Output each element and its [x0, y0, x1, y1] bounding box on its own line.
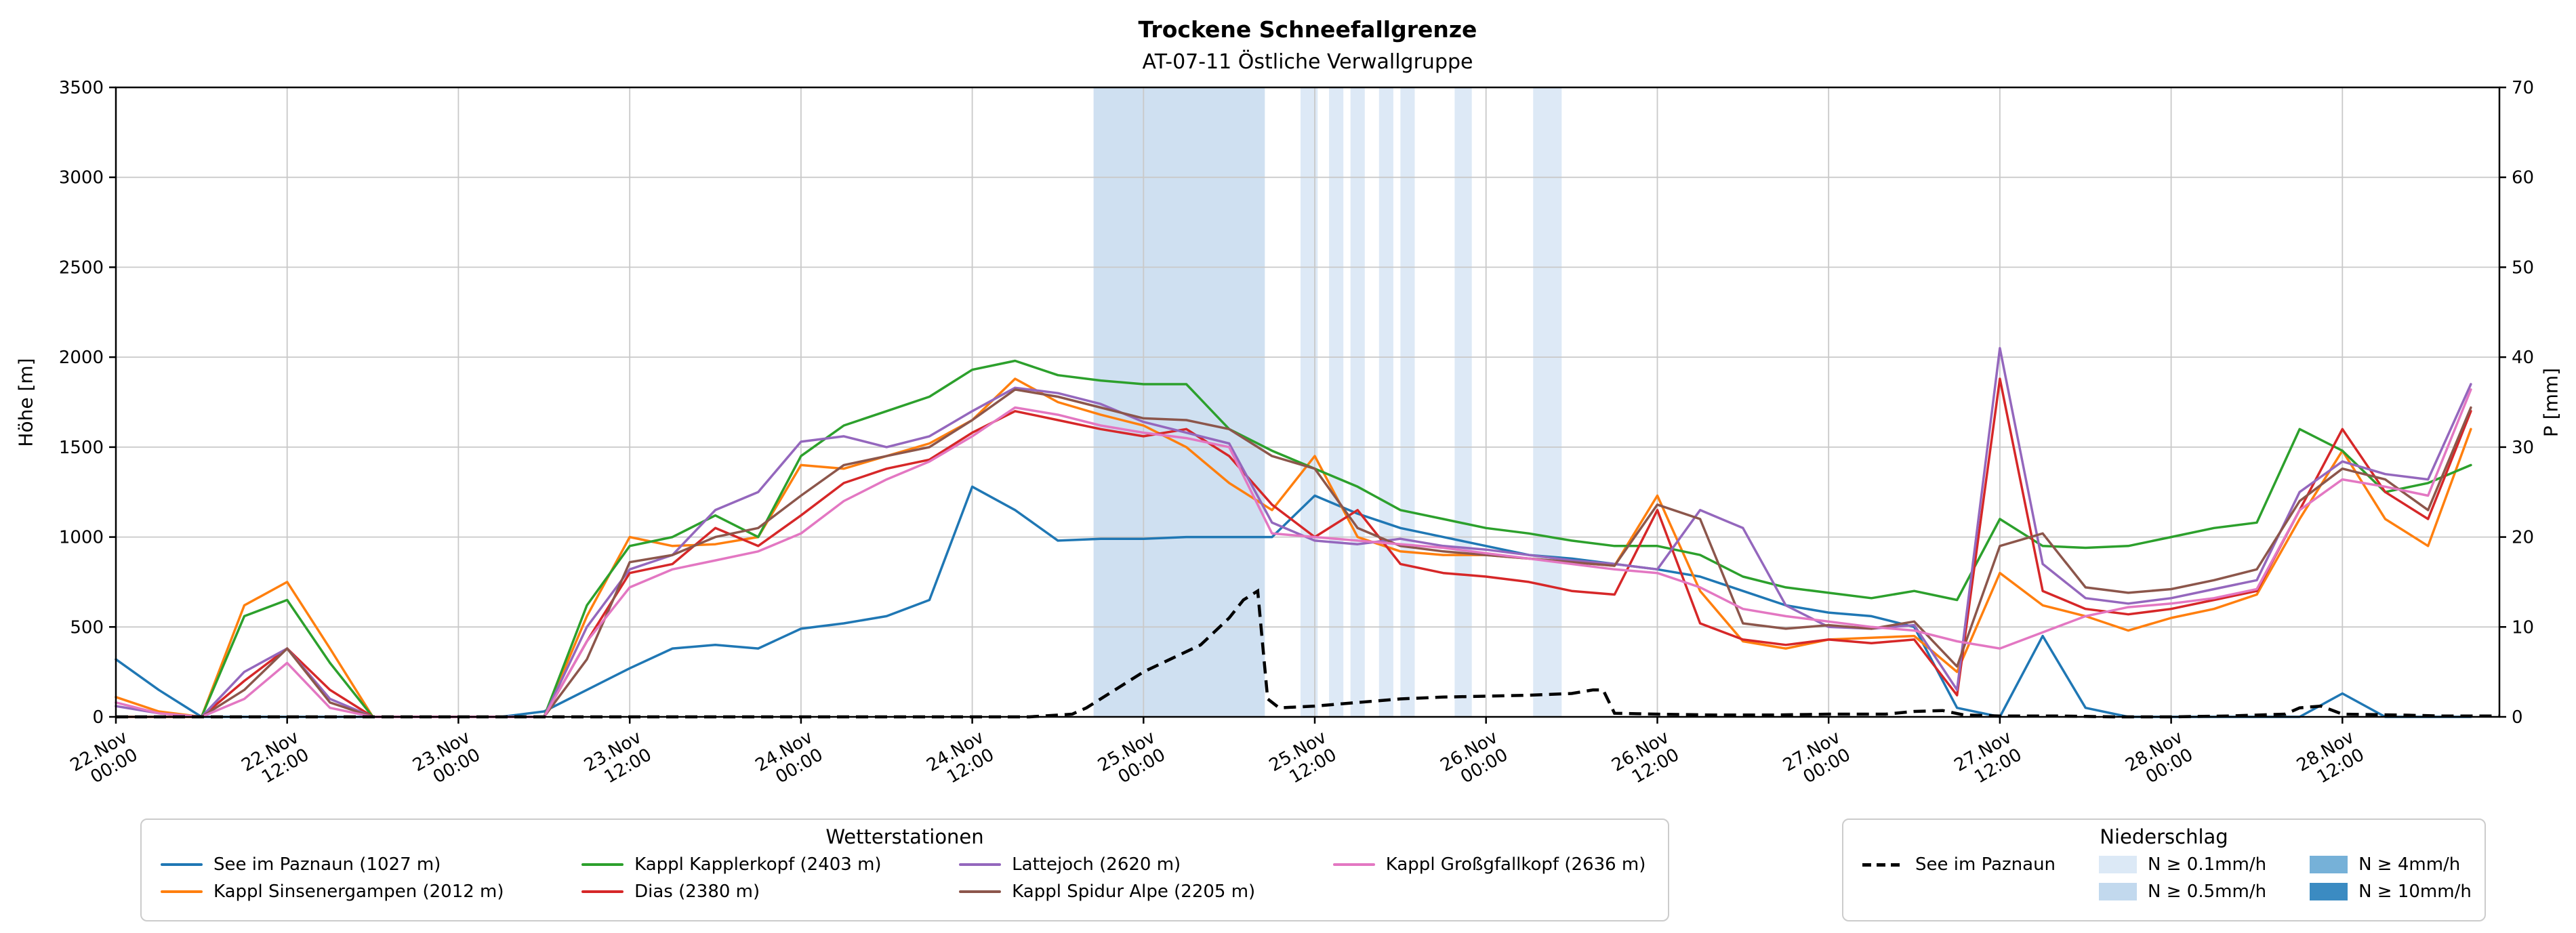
right-tick-label: 40: [2512, 348, 2534, 368]
axis-ticks: [109, 86, 2506, 724]
left-tick-label: 1500: [59, 438, 104, 458]
legend-line-swatch: [161, 890, 203, 893]
legend-stations-entries: See im Paznaun (1027 m) Kappl Sinsenergam…: [161, 852, 1649, 904]
axis-tick-labels: 0 500 1000 1500 2000 2500 3000 3500 0 10 20 30 40 50 6…: [59, 78, 2534, 788]
left-tick-label: 2500: [59, 257, 104, 278]
legend-entry-label: N ≥ 4mm/h: [2358, 854, 2461, 875]
legend-precip-title: Niederschlag: [2100, 825, 2228, 848]
left-tick-label: 0: [92, 707, 104, 728]
legend-entry-kappl-kapplerkopf-2403-m: Kappl Kapplerkopf (2403 m): [581, 852, 884, 877]
legend-line-swatch: [161, 863, 203, 866]
legend-entry-kappl-spidur-alpe-2205-m: Kappl Spidur Alpe (2205 m): [959, 879, 1259, 904]
series-line-kappl-sinsenergampen-2012-m: [115, 377, 2472, 718]
right-tick-label: 60: [2512, 168, 2534, 188]
legend-line-swatch: [581, 863, 624, 866]
plot-border: [115, 86, 2501, 718]
legend-entry-n-4mm-h: N ≥ 4mm/h: [2310, 852, 2472, 877]
legend-precip-entries: See im Paznaun N ≥ 0.1mm/h N ≥ 0.5mm/h N ≥ …: [1862, 852, 2472, 904]
legend-entry-kappl-sinsenergampen-2012-m: Kappl Sinsenergampen (2012 m): [161, 879, 507, 904]
right-tick-label: 30: [2512, 438, 2534, 458]
precip-band: [1454, 87, 1472, 717]
left-tick-label: 1000: [59, 528, 104, 548]
legend-entry-label: N ≥ 10mm/h: [2358, 882, 2472, 902]
legend-entry-see-im-paznaun-1027-m: See im Paznaun (1027 m): [161, 852, 507, 877]
legend-entry-kappl-gro-gfallkopf-2636-m: Kappl Großgfallkopf (2636 m): [1332, 852, 1649, 877]
right-tick-label: 70: [2512, 78, 2534, 98]
right-tick-label: 20: [2512, 528, 2534, 548]
legend-entry-n-0-5mm-h: N ≥ 0.5mm/h: [2099, 879, 2266, 904]
left-tick-label: 3500: [59, 78, 104, 98]
legend-entry-label: See im Paznaun: [1915, 854, 2056, 875]
precip-band: [1093, 87, 1265, 717]
left-axis-label: Höhe [m]: [14, 358, 37, 447]
legend-dashed-line-swatch: [1862, 863, 1904, 867]
legend-precipitation: Niederschlag See im Paznaun N ≥ 0.1mm/h N …: [1842, 818, 2486, 921]
plot-canvas: 0 500 1000 1500 2000 2500 3000 3500 0 10 20 30 40 50 6…: [59, 78, 2534, 788]
right-tick-label: 0: [2512, 707, 2523, 728]
right-tick-label: 10: [2512, 617, 2534, 638]
legend-weather-stations: Wetterstationen See im Paznaun (1027 m) K…: [140, 818, 1669, 921]
series-line-kappl-spidur-alpe-2205-m: [115, 388, 2472, 718]
legend-entry-see-im-paznaun: See im Paznaun: [1862, 852, 2056, 877]
legend-entry-label: Kappl Kapplerkopf (2403 m): [634, 854, 882, 875]
chart-title: Trockene Schneefallgrenze: [1138, 16, 1477, 43]
precip-band: [1533, 87, 1562, 717]
series-line-dias-2380-m: [115, 377, 2472, 718]
legend-entry-label: N ≥ 0.5mm/h: [2148, 882, 2267, 902]
legend-precip-column: N ≥ 0.1mm/h N ≥ 0.5mm/h: [2099, 852, 2266, 904]
series-line-kappl-kapplerkopf-2403-m: [115, 359, 2472, 718]
legend-patch-swatch: [2310, 883, 2348, 900]
series-line-lattejoch-2620-m: [115, 347, 2472, 718]
legend-entry-label: Kappl Spidur Alpe (2205 m): [1012, 882, 1256, 902]
legend-patch-swatch: [2099, 856, 2138, 873]
legend-entry-dias-2380-m: Dias (2380 m): [581, 879, 884, 904]
legend-entry-n-0-1mm-h: N ≥ 0.1mm/h: [2099, 852, 2266, 877]
legend-entry-label: Lattejoch (2620 m): [1012, 854, 1181, 875]
legend-entry-label: Kappl Großgfallkopf (2636 m): [1385, 854, 1646, 875]
legend-precip-column: N ≥ 4mm/h N ≥ 10mm/h: [2310, 852, 2472, 904]
legend-line-swatch: [959, 890, 1002, 893]
left-tick-label: 500: [70, 617, 104, 638]
legend-patch-swatch: [2310, 856, 2348, 873]
legend-line-swatch: [581, 890, 624, 893]
precip-line-see-im-paznaun: [116, 588, 2499, 719]
series-line-kappl-gro-gfallkopf-2636-m: [115, 388, 2472, 718]
left-tick-label: 2000: [59, 348, 104, 368]
precip-band: [1400, 87, 1415, 717]
precip-bands: [1093, 87, 1562, 717]
precip-band: [1329, 87, 1344, 717]
right-axis-label: P [mm]: [2539, 367, 2562, 438]
legend-entry-label: See im Paznaun (1027 m): [213, 854, 441, 875]
legend-entry-label: Dias (2380 m): [634, 882, 760, 902]
legend-entry-n-10mm-h: N ≥ 10mm/h: [2310, 879, 2472, 904]
precip-band: [1350, 87, 1365, 717]
legend-patch-swatch: [2099, 883, 2138, 900]
legend-stations-title: Wetterstationen: [825, 825, 984, 848]
left-tick-label: 3000: [59, 168, 104, 188]
chart-subtitle: AT-07-11 Östliche Verwallgruppe: [1142, 50, 1473, 74]
legend-line-swatch: [1332, 863, 1375, 866]
legend-entry-label: Kappl Sinsenergampen (2012 m): [213, 882, 504, 902]
legend-precip-column: See im Paznaun: [1862, 852, 2056, 877]
precip-band: [1378, 87, 1393, 717]
right-tick-label: 50: [2512, 257, 2534, 278]
legend-entry-lattejoch-2620-m: Lattejoch (2620 m): [959, 852, 1259, 877]
legend-line-swatch: [959, 863, 1002, 866]
legend-entry-label: N ≥ 0.1mm/h: [2148, 854, 2267, 875]
